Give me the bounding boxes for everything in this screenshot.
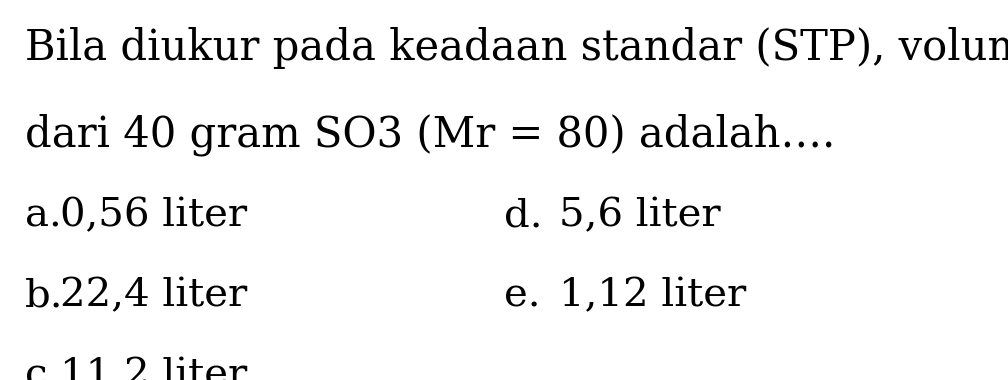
Text: 11,2 liter: 11,2 liter: [60, 357, 248, 380]
Text: e.: e.: [504, 277, 540, 314]
Text: Bila diukur pada keadaan standar (STP), volume: Bila diukur pada keadaan standar (STP), …: [25, 27, 1008, 69]
Text: 22,4 liter: 22,4 liter: [60, 277, 248, 314]
Text: c.: c.: [25, 357, 60, 380]
Text: b.: b.: [25, 277, 64, 314]
Text: dari 40 gram SO3 (Mr = 80) adalah….: dari 40 gram SO3 (Mr = 80) adalah….: [25, 114, 836, 157]
Text: 0,56 liter: 0,56 liter: [60, 198, 248, 234]
Text: 5,6 liter: 5,6 liter: [559, 198, 721, 234]
Text: 1,12 liter: 1,12 liter: [559, 277, 747, 314]
Text: a.: a.: [25, 198, 61, 234]
Text: d.: d.: [504, 198, 542, 234]
